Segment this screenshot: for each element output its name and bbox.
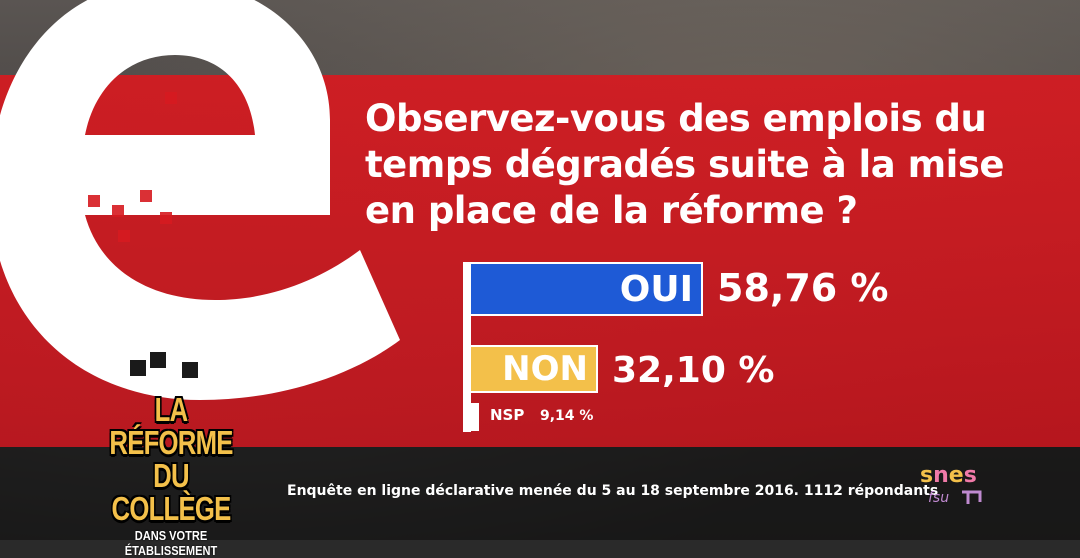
value-label-non: 32,10 % [612,350,775,391]
campaign-line2: DU COLLÈGE [111,457,232,527]
value-label-nsp: 9,14 % [540,408,594,424]
value-label-oui: 58,76 % [717,266,889,310]
bar-label-nsp: NSP [490,406,525,424]
svg-text:snes: snes [920,463,977,488]
bar-label-non: NON [502,349,588,389]
campaign-line1: LA RÉFORME [109,391,233,461]
survey-footnote: Enquête en ligne déclarative menée du 5 … [287,483,939,499]
footer-band [0,447,1080,540]
bar-label-oui: OUI [619,268,693,310]
bar-non: NON [471,345,598,393]
e-logo-icon [0,0,400,400]
snes-fsu-logo-icon: snes fsu [920,463,982,506]
campaign-line3: DANS VOTRE ÉTABLISSEMENT [124,528,218,558]
snes-sub: fsu [928,490,949,506]
chart-title: Observez-vous des emplois du temps dégra… [365,97,1004,232]
campaign-logo: LA RÉFORME DU COLLÈGE DANS VOTRE ÉTABLIS… [76,393,266,558]
axis-line [463,262,471,432]
bar-nsp [471,403,479,431]
bar-oui: OUI [471,262,703,316]
